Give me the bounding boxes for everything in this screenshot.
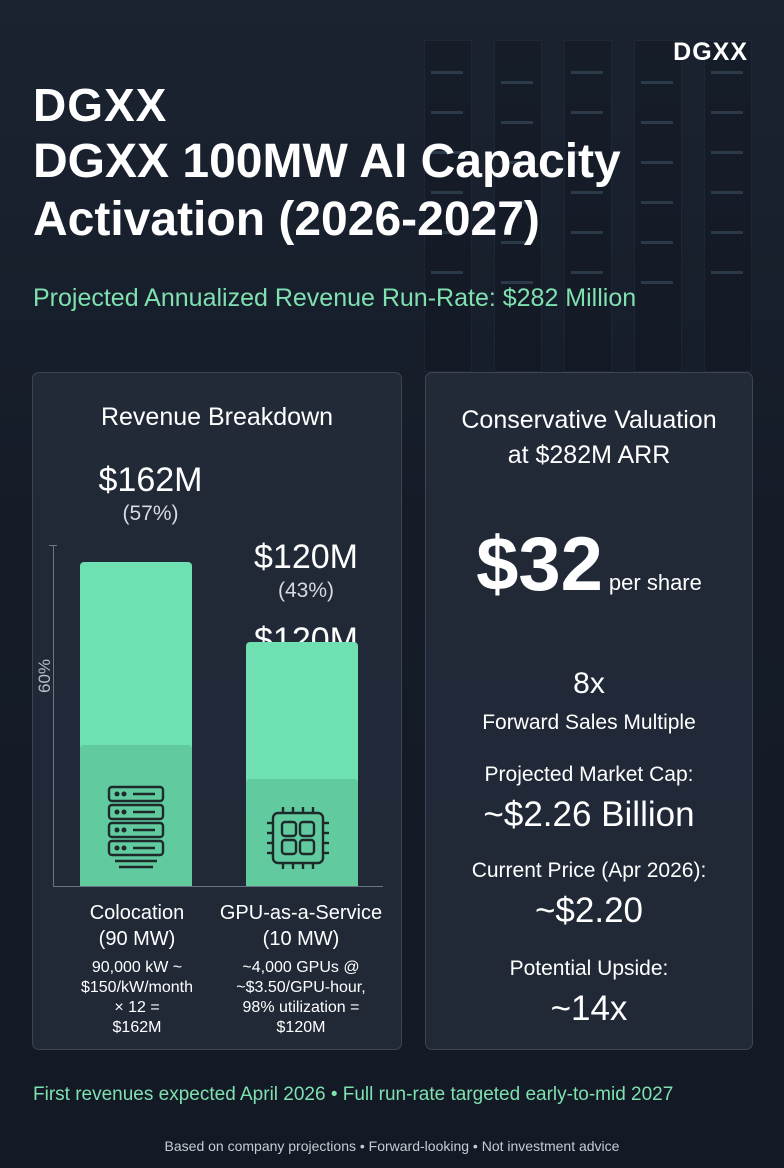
valuation-title-line2: at $282M ARR xyxy=(507,441,671,469)
price-target: $32 per share xyxy=(426,521,752,608)
axis-label: 60% xyxy=(35,658,54,693)
gpu-detail-line: ~4,000 GPUs @ xyxy=(242,959,360,976)
gpu-detail-line: $120M xyxy=(276,1019,326,1036)
gpu-detail-line: ~$3.50/GPU-hour, xyxy=(236,979,366,996)
valuation-panel: Conservative Valuation at $282M ARR $32 p… xyxy=(425,372,753,1050)
sales-multiple: 8x xyxy=(573,667,605,700)
gpu-detail-line: 98% utilization = xyxy=(242,999,360,1016)
gpu-name-line1: GPU-as-a-Service xyxy=(219,902,383,924)
revenue-breakdown-panel: Revenue Breakdown $162M (57%) $120M (43%… xyxy=(32,372,402,1050)
corner-logo: DGXX xyxy=(673,38,748,66)
chart-baseline xyxy=(53,886,383,887)
sales-multiple-label: Forward Sales Multiple xyxy=(482,711,696,734)
colocation-detail-line: × 12 = xyxy=(114,999,160,1016)
colocation-share: (57%) xyxy=(122,502,179,525)
gpu-amount: $120M xyxy=(254,538,358,576)
gpu-share: (43%) xyxy=(277,579,335,602)
page-title: DGXX 100MW AI Capacity Activation (2026-… xyxy=(33,135,621,246)
timeline-note: First revenues expected April 2026 • Ful… xyxy=(33,1084,674,1105)
current-price-value: ~$2.20 xyxy=(534,891,644,930)
colocation-name: Colocation (90 MW) xyxy=(63,900,211,952)
server-rack-icon xyxy=(107,785,165,869)
colocation-detail-line: 90,000 kW ~ xyxy=(91,959,183,976)
colocation-detail: 90,000 kW ~ $150/kW/month × 12 = $162M xyxy=(63,958,211,1038)
gpu-chip-icon xyxy=(267,807,329,869)
market-cap-label: Projected Market Cap: xyxy=(484,763,694,786)
colocation-bar xyxy=(80,562,192,886)
server-room-backdrop xyxy=(404,0,784,380)
page-subtitle: Projected Annualized Revenue Run-Rate: $… xyxy=(33,284,637,312)
disclaimer: Based on company projections • Forward-l… xyxy=(164,1138,620,1154)
valuation-title: Conservative Valuation at $282M ARR xyxy=(426,403,752,473)
gpu-name: GPU-as-a-Service (10 MW) xyxy=(205,900,397,952)
upside-label: Potential Upside: xyxy=(509,957,669,980)
colocation-name-line1: Colocation xyxy=(89,902,185,924)
colocation-detail-line: $150/kW/month xyxy=(80,979,194,996)
price-target-value: $32 xyxy=(476,522,603,607)
upside-value: ~14x xyxy=(550,989,628,1028)
chart-axis xyxy=(49,545,57,887)
valuation-title-line1: Conservative Valuation xyxy=(461,406,717,434)
colocation-amount: $162M xyxy=(98,461,203,499)
revenue-breakdown-title: Revenue Breakdown xyxy=(100,403,334,431)
current-price-label: Current Price (Apr 2026): xyxy=(471,859,707,882)
colocation-name-line2: (90 MW) xyxy=(98,928,176,950)
gpu-detail: ~4,000 GPUs @ ~$3.50/GPU-hour, 98% utili… xyxy=(213,958,389,1038)
price-target-unit: per share xyxy=(608,570,702,595)
header-logo: DGXX xyxy=(33,79,168,131)
market-cap-value: ~$2.26 Billion xyxy=(483,795,695,834)
colocation-detail-line: $162M xyxy=(112,1019,162,1036)
gpu-name-line2: (10 MW) xyxy=(262,928,340,950)
colocation-revenue-label: $162M (57%) xyxy=(53,460,248,528)
